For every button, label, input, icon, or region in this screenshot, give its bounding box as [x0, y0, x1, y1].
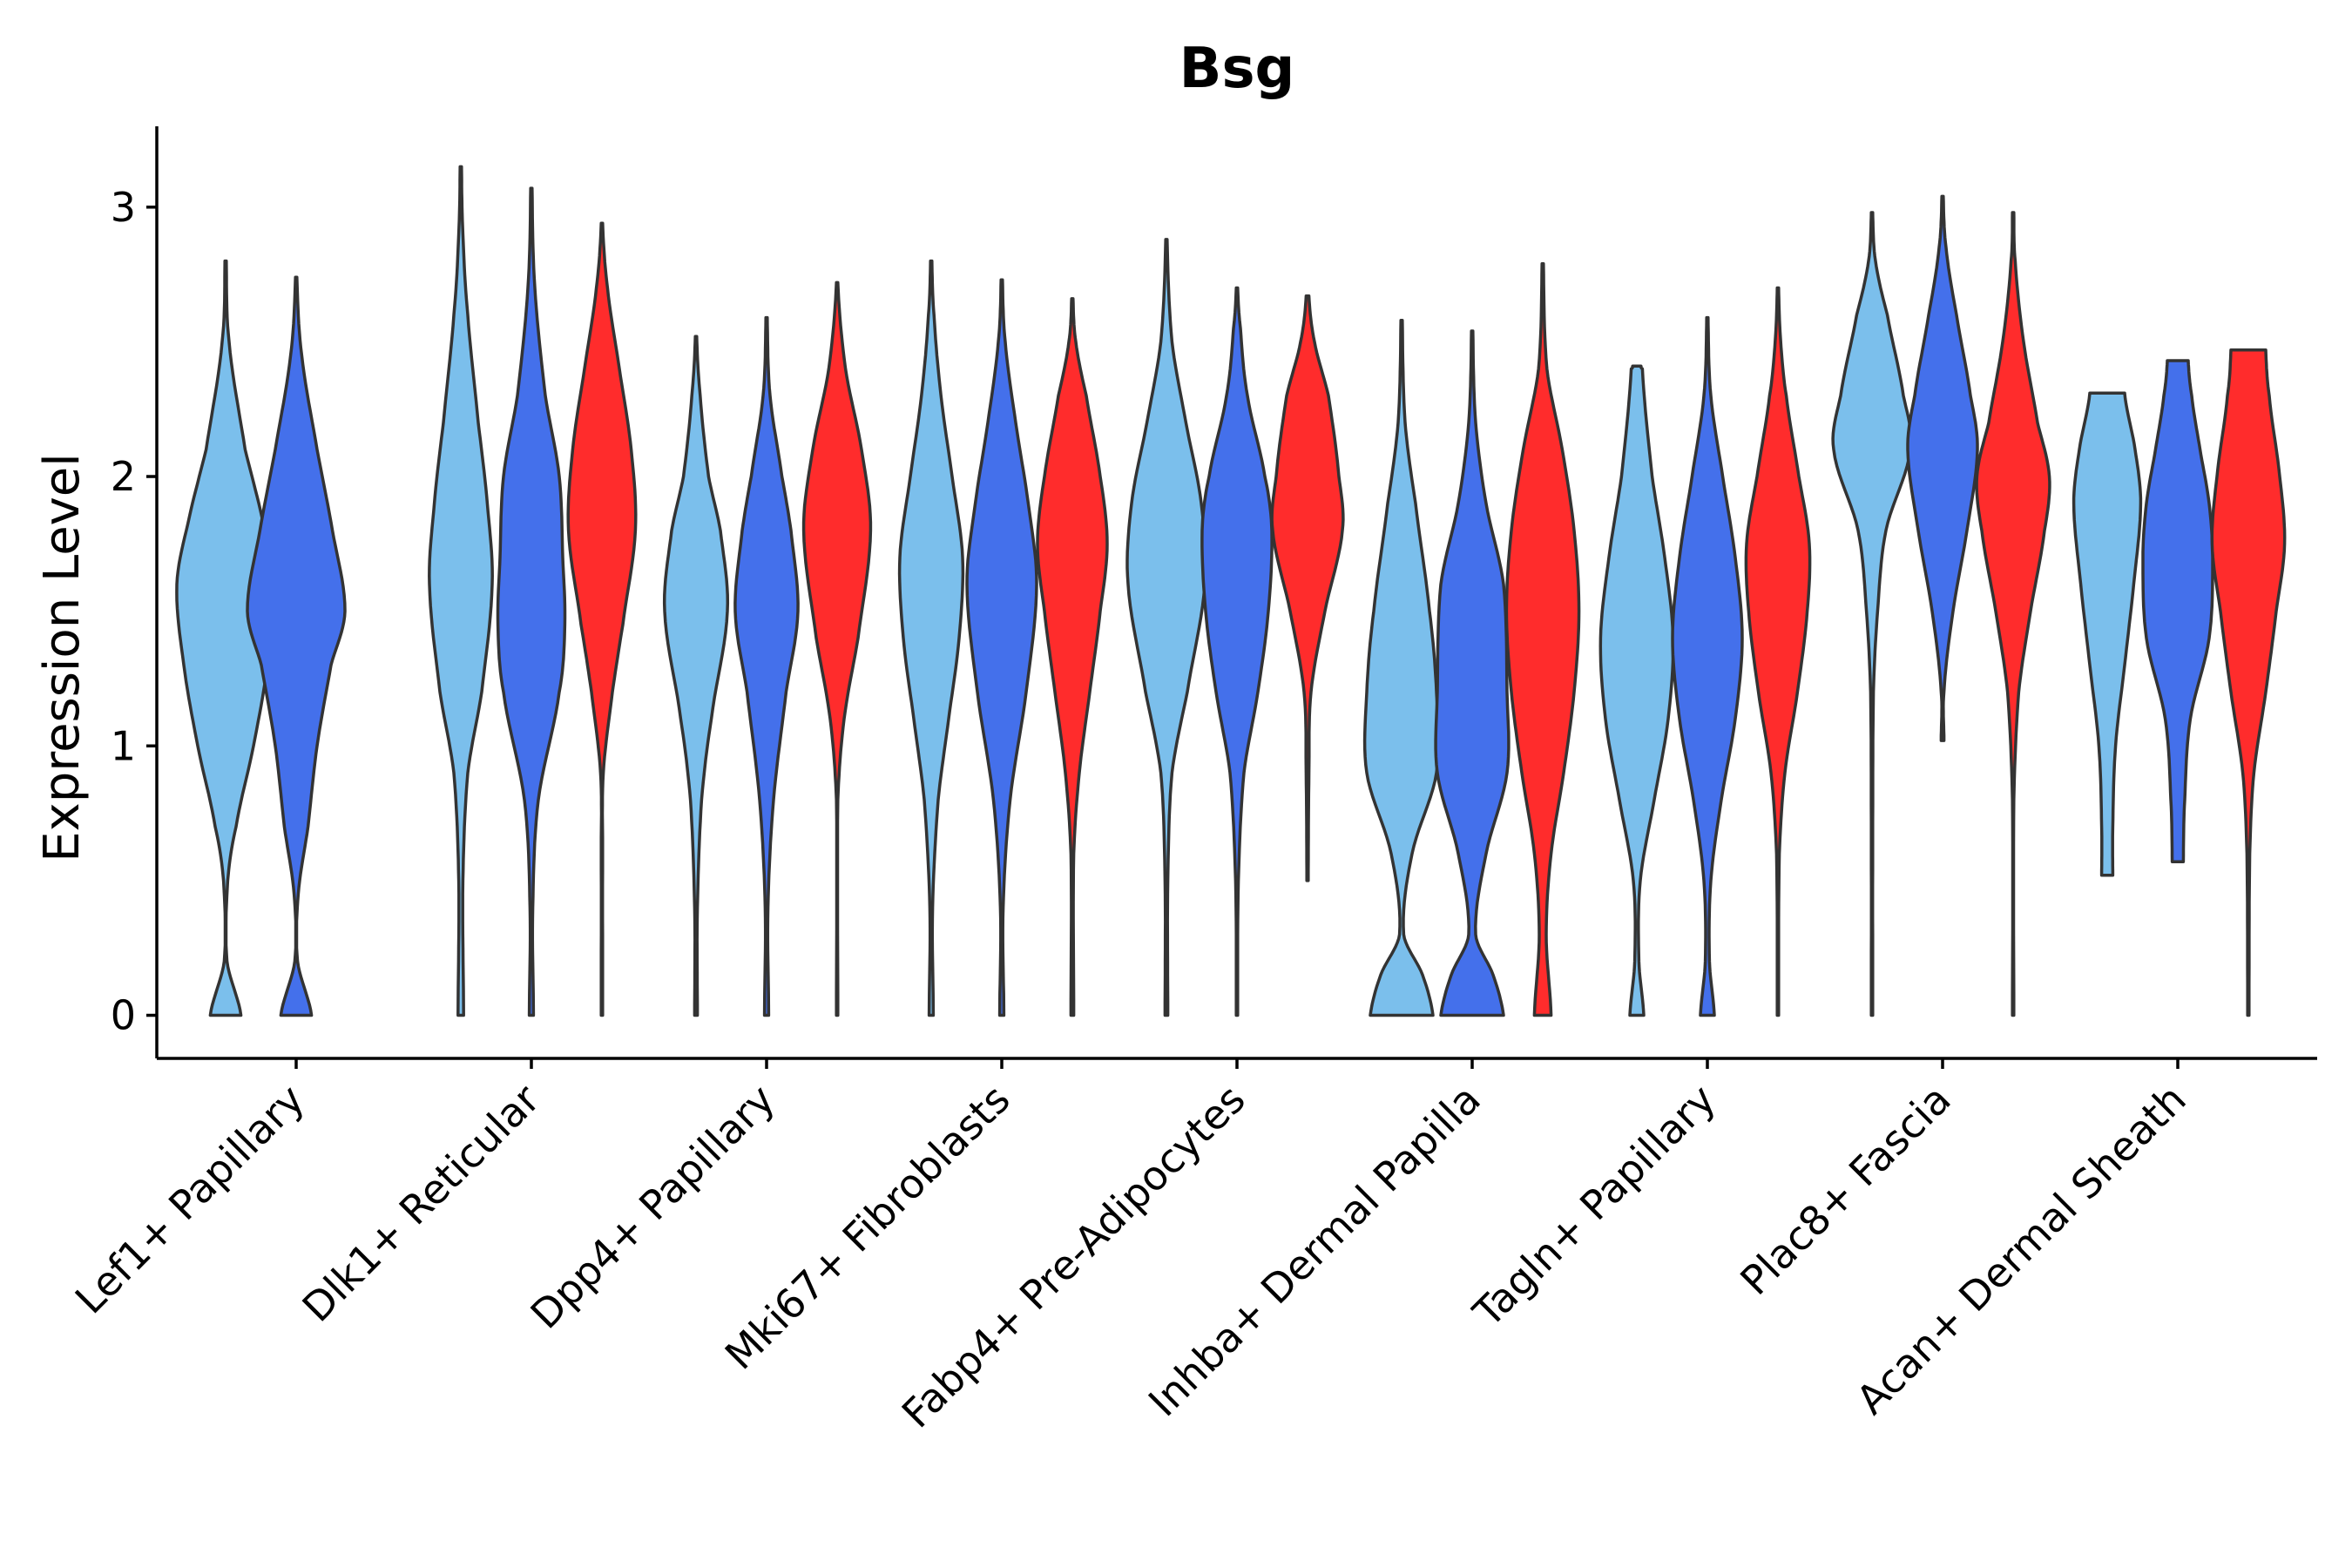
violin-acan-dermal-sheath-1: [2141, 359, 2214, 863]
violin-tagln-papillary-0: [1598, 364, 1675, 1017]
x-tick-label: Tagln+ Papillary: [1463, 1076, 1725, 1337]
violin-acan-dermal-sheath-2: [2210, 348, 2287, 1017]
violin-fabp4-pre-adipocytes-1: [1200, 286, 1274, 1017]
violin-inhba-dermal-papilla-1: [1434, 329, 1511, 1017]
violin-plac8-fascia-1: [1906, 194, 1979, 742]
chart-title: Bsg: [1179, 37, 1295, 101]
violin-lef1-papillary-1: [246, 275, 347, 1017]
violin-fabp4-pre-adipocytes-2: [1270, 294, 1345, 882]
violin-fabp4-pre-adipocytes-0: [1125, 238, 1207, 1017]
y-tick-label: 3: [111, 184, 136, 231]
violin-mki67-fibroblasts-2: [1036, 297, 1109, 1017]
y-tick-label: 0: [111, 992, 136, 1039]
violin-dlk1-reticular-2: [566, 221, 638, 1017]
violin-dpp4-papillary-1: [733, 315, 800, 1017]
y-axis-label: Expression Level: [34, 453, 91, 862]
violin-group: [175, 165, 2287, 1017]
violin-mki67-fibroblasts-1: [965, 278, 1038, 1017]
violin-dpp4-papillary-2: [801, 280, 873, 1017]
y-axis: 0 1 2 3: [111, 126, 159, 1058]
violin-mki67-fibroblasts-0: [897, 259, 965, 1017]
violin-tagln-papillary-1: [1671, 315, 1744, 1017]
violin-plac8-fascia-2: [1975, 211, 2051, 1017]
violin-lef1-papillary-0: [175, 259, 276, 1017]
violin-inhba-dermal-papilla-0: [1362, 318, 1441, 1017]
violin-acan-dermal-sheath-0: [2072, 391, 2143, 877]
violin-dlk1-reticular-1: [496, 186, 567, 1017]
violin-plac8-fascia-0: [1831, 211, 1913, 1017]
x-tick-label: Plac8+ Fascia: [1731, 1076, 1959, 1304]
violin-dpp4-papillary-0: [662, 335, 730, 1017]
x-tick-label: Lef1+ Papillary: [66, 1076, 314, 1323]
violin-dlk1-reticular-0: [428, 165, 494, 1017]
violin-inhba-dermal-papilla-2: [1504, 261, 1581, 1017]
y-tick-label: 2: [111, 453, 136, 500]
x-tick-label: Dlk1+ Reticular: [294, 1076, 549, 1331]
y-tick-label: 1: [111, 722, 136, 769]
violin-tagln-papillary-2: [1744, 286, 1812, 1017]
x-tick-label: Dpp4+ Papillary: [522, 1076, 784, 1338]
